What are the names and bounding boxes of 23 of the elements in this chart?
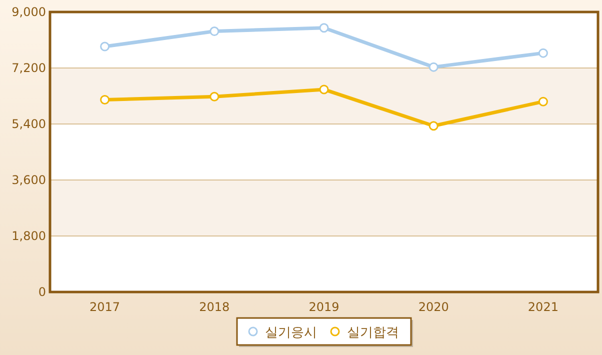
point (210, 26, 220, 36)
point (100, 42, 110, 52)
y-tick-label: 0 (38, 285, 46, 299)
legend-label: 실기응시 (265, 326, 317, 340)
point (538, 48, 548, 58)
legend-label: 실기합격 (347, 326, 399, 340)
x-tick-label: 2021 (528, 300, 558, 314)
x-tick-label: 2017 (90, 300, 120, 314)
y-tick-label: 3,600 (12, 173, 46, 187)
point (319, 23, 329, 33)
point (210, 92, 220, 102)
point (538, 96, 548, 106)
point (428, 121, 438, 131)
point (428, 62, 438, 72)
y-tick-label: 1,800 (12, 229, 46, 243)
y-tick-label: 7,200 (12, 61, 46, 75)
x-tick-label: 2020 (418, 300, 449, 314)
y-tick-label: 5,400 (12, 117, 46, 131)
x-tick-label: 2018 (199, 300, 230, 314)
y-tick-label: 9,000 (12, 5, 46, 19)
point (319, 84, 329, 94)
point (100, 94, 110, 104)
x-tick-label: 2019 (308, 300, 340, 314)
